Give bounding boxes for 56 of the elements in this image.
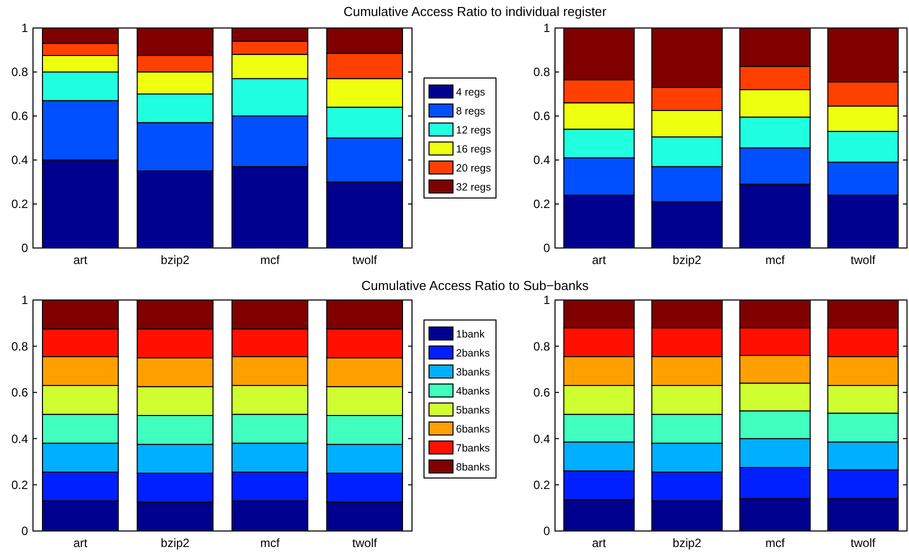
legend-label: 7banks	[456, 442, 490, 455]
legend-label: 16 regs	[456, 144, 492, 156]
y-tick-label: 0.4	[533, 153, 550, 168]
legend-label: 6banks	[456, 424, 490, 436]
legend-label: 2banks	[456, 348, 490, 360]
y-tick-label: 0.4	[11, 153, 28, 168]
legend-label: 12 regs	[456, 124, 492, 137]
y-tick-label: 0.2	[11, 478, 28, 492]
x-tick-label: bzip2	[160, 536, 190, 550]
y-tick-label: 0.6	[11, 109, 28, 124]
y-tick-label: 0	[543, 524, 550, 538]
y-tick-label: 0	[21, 241, 28, 256]
legend-label: 32 regs	[456, 182, 492, 194]
y-tick-label: 0.8	[11, 339, 28, 354]
legend-label: 4 regs	[456, 86, 486, 99]
y-tick-label: 0.2	[533, 478, 550, 492]
y-tick-label: 1	[543, 293, 550, 308]
text: Cumulative Access Ratio to Sub−banks	[361, 278, 590, 293]
text: Cumulative Access Ratio to individual register	[343, 4, 608, 19]
y-tick-label: 0.6	[533, 386, 550, 400]
y-tick-label: 0.4	[11, 432, 28, 446]
x-tick-label: mcf	[765, 253, 786, 267]
x-tick-label: art	[592, 536, 607, 550]
x-tick-label: twolf	[352, 253, 378, 267]
y-tick-label: 0	[21, 524, 28, 538]
x-tick-label: mcf	[260, 536, 280, 550]
x-tick-label: art	[73, 536, 88, 550]
y-tick-label: 1	[21, 21, 28, 36]
y-tick-label: 0.4	[533, 432, 550, 446]
x-tick-label: mcf	[260, 253, 280, 267]
y-tick-label: 1	[543, 21, 550, 36]
y-tick-label: 0.8	[533, 65, 550, 80]
x-tick-label: twolf	[850, 253, 876, 267]
y-tick-label: 0.8	[11, 65, 28, 80]
legend-label: 3banks	[456, 366, 490, 379]
y-tick-label: 0.8	[533, 339, 550, 354]
y-tick-label: 0	[543, 241, 550, 256]
x-tick-label: bzip2	[160, 253, 190, 267]
legend-label: 8 regs	[456, 106, 486, 118]
legend-label: 1bank	[456, 328, 486, 341]
x-tick-label: bzip2	[672, 253, 702, 267]
y-tick-label: 0.2	[533, 197, 550, 212]
x-tick-label: mcf	[765, 536, 786, 550]
x-tick-label: bzip2	[672, 536, 702, 550]
x-tick-label: art	[73, 253, 88, 267]
x-tick-label: art	[592, 253, 607, 267]
legend-label: 20 regs	[456, 162, 492, 175]
y-tick-label: 0.2	[11, 197, 28, 212]
legend-label: 5banks	[456, 404, 490, 417]
x-tick-label: twolf	[352, 536, 378, 550]
y-tick-label: 0.6	[11, 386, 28, 400]
legend-label: 8banks	[456, 462, 490, 474]
y-tick-label: 0.6	[533, 109, 550, 124]
legend-label: 4banks	[456, 386, 490, 398]
x-tick-label: twolf	[850, 536, 876, 550]
y-tick-label: 1	[21, 293, 28, 308]
